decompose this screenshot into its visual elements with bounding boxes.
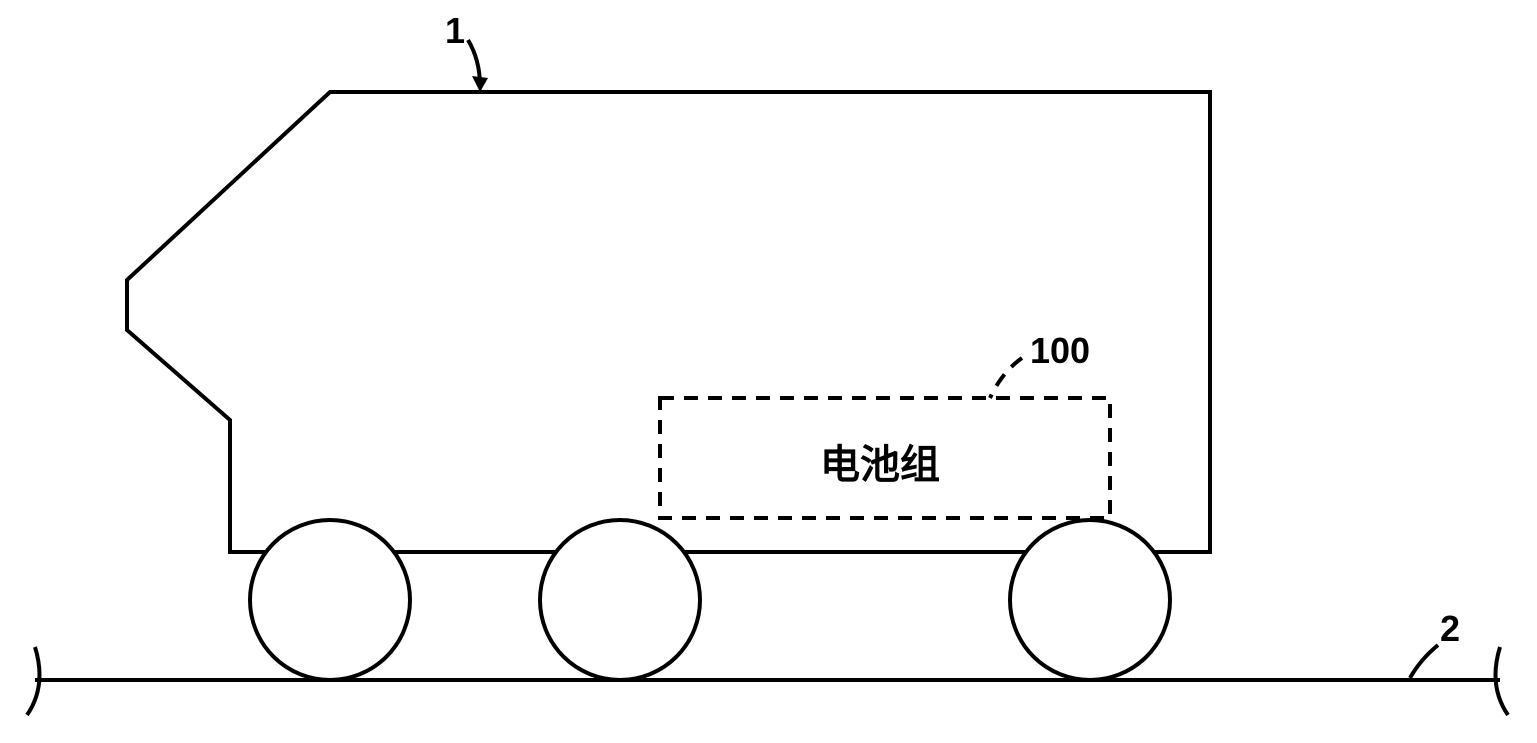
callout-ref-2: [1410, 645, 1438, 678]
battery-text: 电池组: [820, 432, 940, 490]
vehicle-diagram: [0, 0, 1537, 743]
callout-ref-1: [468, 40, 488, 92]
wheel: [1010, 520, 1170, 680]
ref-label-100: 100: [1030, 330, 1090, 372]
ground-line: [27, 647, 1508, 715]
wheel: [540, 520, 700, 680]
vehicle-body: [127, 92, 1210, 552]
ref-label-1: 1: [445, 10, 465, 52]
ref-label-2: 2: [1440, 608, 1460, 650]
wheel: [250, 520, 410, 680]
